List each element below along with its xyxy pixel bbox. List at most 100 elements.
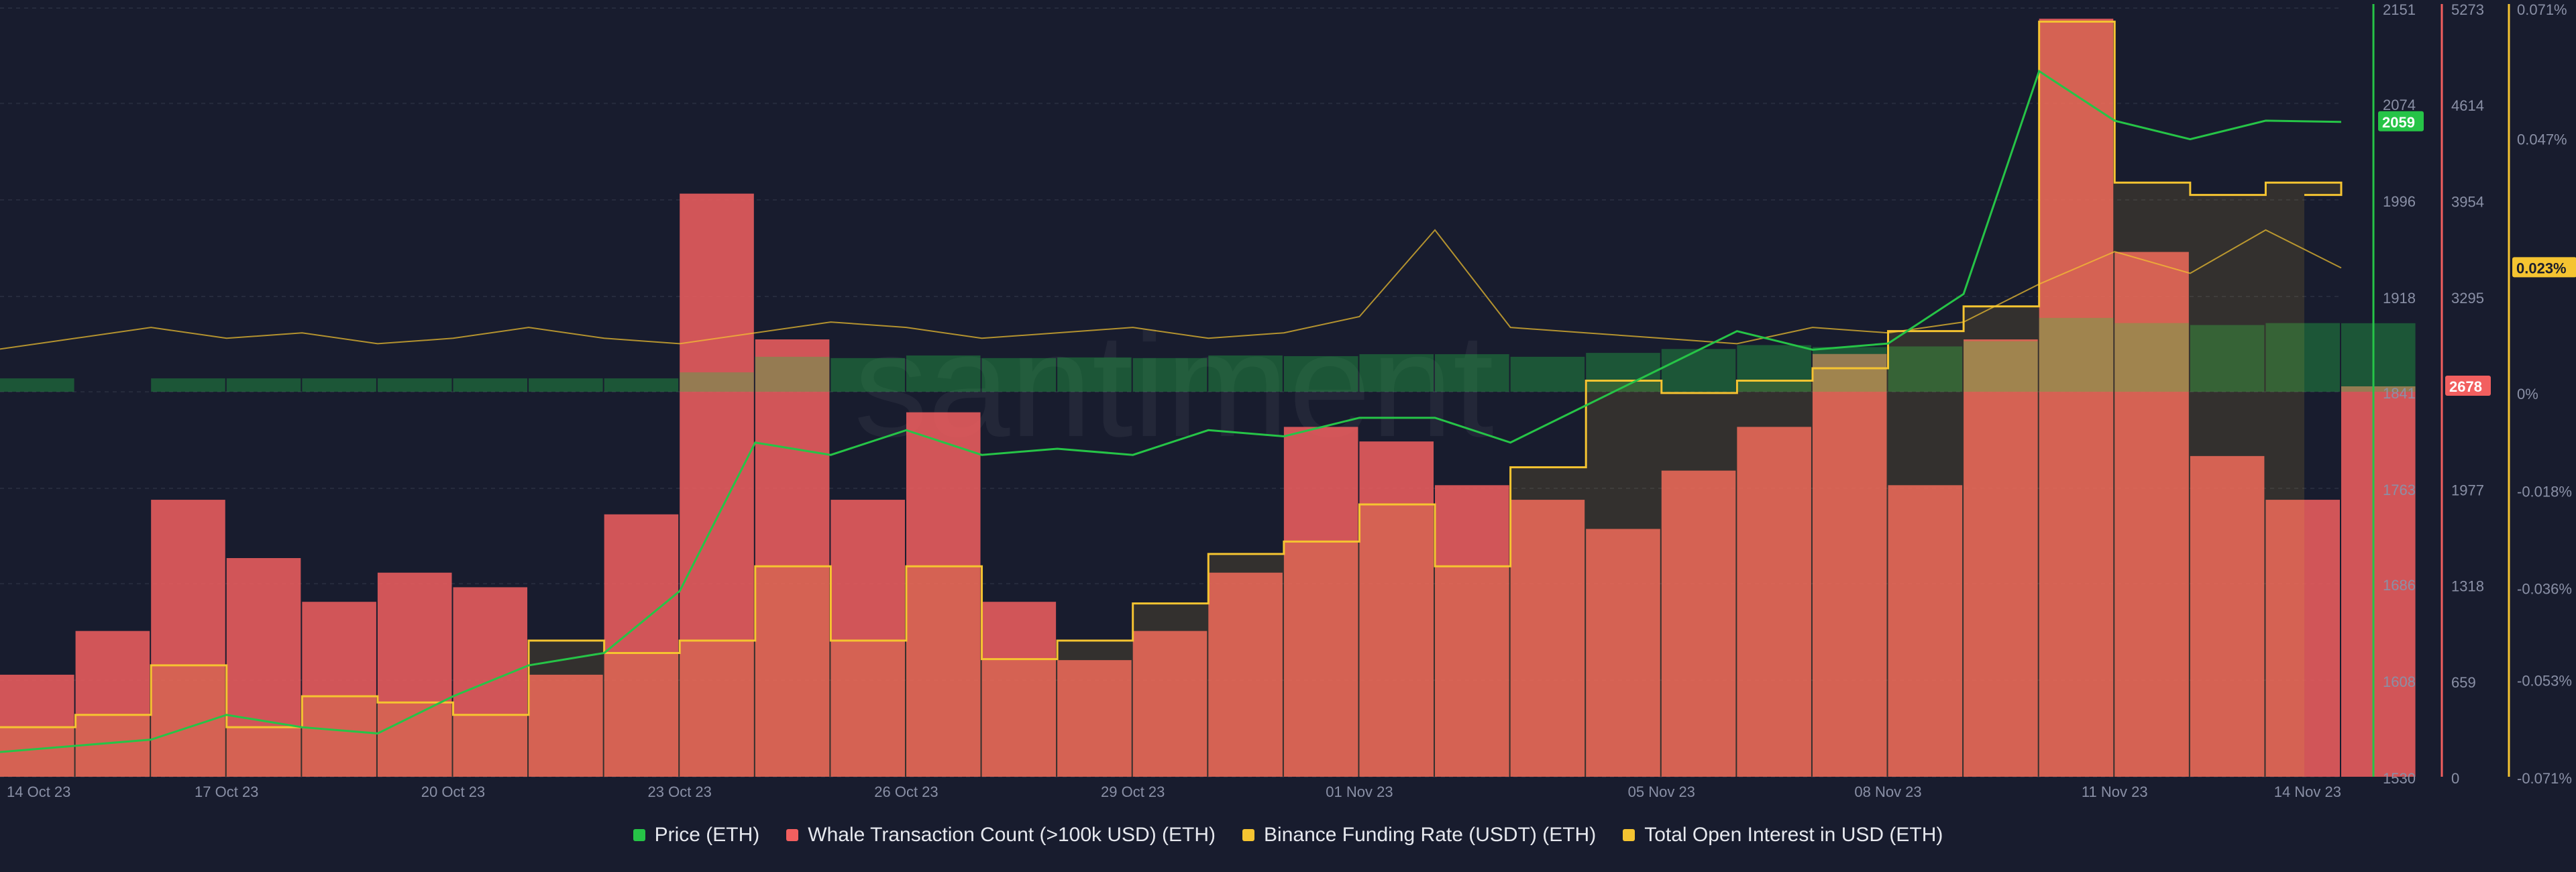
- price-volume-bar: [151, 378, 225, 392]
- funding-axis-tick: -0.071%: [2517, 770, 2572, 787]
- whale-bar: [2190, 455, 2265, 777]
- whale-bar: [1132, 631, 1208, 777]
- whale-bar: [1283, 427, 1358, 777]
- price-volume-bar: [1208, 355, 1283, 392]
- x-axis-tick: 11 Nov 23: [2082, 783, 2148, 800]
- funding-current-badge: 0.023%: [2516, 260, 2567, 276]
- price-volume-bar: [529, 378, 603, 392]
- price-axis-tick: 1763: [2383, 482, 2416, 498]
- funding-current-badge-bg: [2512, 257, 2576, 278]
- price-volume-bar: [1132, 358, 1208, 392]
- funding-axis-tick: -0.053%: [2517, 673, 2572, 690]
- chart-svg: santiment 215120741996191818411763168616…: [0, 1, 2576, 800]
- price-volume-bar: [604, 378, 679, 392]
- price-volume-bar: [1510, 356, 1585, 392]
- legend-item-funding[interactable]: Binance Funding Rate (USDT) (ETH): [1242, 824, 1596, 847]
- price-axis-tick: 2074: [2383, 97, 2416, 113]
- open-interest-line: [0, 20, 2343, 728]
- price-volume-bar: [1283, 356, 1358, 392]
- price-axis-tick: 1608: [2383, 673, 2416, 690]
- funding-axis-tick: 0.047%: [2517, 131, 2567, 148]
- price-current-badge: 2059: [2382, 114, 2415, 131]
- whale-axis-tick: 3295: [2451, 290, 2484, 307]
- whale-axis-tick: 4614: [2451, 97, 2484, 114]
- whale-axis-tick: 1977: [2451, 482, 2484, 498]
- price-axis-tick: 1530: [2383, 770, 2416, 787]
- whale-bar: [2341, 386, 2416, 777]
- whale-bar: [2114, 252, 2189, 777]
- legend-swatch-price: [633, 829, 645, 841]
- x-axis-tick: 29 Oct 23: [1101, 783, 1165, 800]
- whale-axis-tick: 0: [2451, 770, 2459, 787]
- price-volume-bar: [2190, 325, 2265, 392]
- whale-bar: [1359, 441, 1434, 777]
- whale-bar: [1661, 470, 1736, 777]
- x-axis-tick: 08 Nov 23: [1854, 783, 1921, 800]
- whale-bar: [302, 602, 376, 777]
- price-volume-bar: [1435, 354, 1509, 392]
- x-axis-tick: 20 Oct 23: [421, 783, 485, 800]
- whale-bar: [1888, 485, 1963, 777]
- x-axis-tick: 01 Nov 23: [1326, 783, 1393, 800]
- whale-bar: [604, 514, 679, 777]
- price-volume-bar: [1359, 354, 1434, 392]
- legend-swatch-funding: [1242, 829, 1255, 841]
- legend-item-oi[interactable]: Total Open Interest in USD (ETH): [1623, 824, 1943, 847]
- whale-bar: [1737, 427, 1811, 777]
- price-volume-bar: [830, 358, 905, 392]
- price-current-badge-bg: [2378, 111, 2424, 131]
- price-volume-bar: [377, 378, 452, 392]
- whale-bar: [1510, 500, 1585, 777]
- whale-bar: [377, 572, 452, 777]
- whale-bar: [755, 339, 830, 777]
- price-volume-bar: [1057, 357, 1132, 392]
- whale-bar: [226, 557, 301, 777]
- price-volume-bar: [981, 358, 1057, 392]
- whale-bars: [0, 18, 2416, 777]
- funding-axis-tick: -0.018%: [2517, 483, 2572, 500]
- whale-axis-tick: 659: [2451, 674, 2476, 691]
- funding-axis-tick: -0.036%: [2517, 581, 2572, 598]
- whale-bar: [1208, 572, 1283, 777]
- price-volume-bar: [1888, 346, 1963, 392]
- funding-axis-tick: 0.071%: [2517, 1, 2567, 18]
- price-volume-bar: [2341, 323, 2416, 392]
- price-volume-bar: [1661, 349, 1736, 392]
- whale-bar: [981, 602, 1057, 777]
- axes: 2151 2074 1996 1918 1841 1763 1686 1608 1530 5273…: [7, 1, 2576, 800]
- whale-bar: [0, 674, 74, 777]
- price-axis-tick: 1996: [2383, 193, 2416, 210]
- legend-label-oi: Total Open Interest in USD (ETH): [1644, 824, 1943, 846]
- whale-bar: [2039, 18, 2114, 777]
- funding-rate-line: [0, 229, 2342, 350]
- legend-item-price[interactable]: Price (ETH): [633, 824, 760, 847]
- whale-axis-tick: 1318: [2451, 578, 2484, 595]
- whale-bar: [680, 193, 754, 777]
- price-bars: [0, 317, 2416, 392]
- price-volume-bar: [2265, 323, 2340, 392]
- whale-axis-tick: 5273: [2451, 1, 2484, 18]
- x-axis-tick: 26 Oct 23: [874, 783, 938, 800]
- legend-label-price: Price (ETH): [654, 824, 760, 846]
- price-axis-tick: 1841: [2383, 385, 2416, 402]
- open-interest-area: [0, 21, 2341, 777]
- price-volume-bar: [1964, 341, 2038, 392]
- legend-item-whale[interactable]: Whale Transaction Count (>100k USD) (ETH…: [786, 824, 1216, 847]
- whale-bar: [906, 412, 981, 777]
- oi-area: [0, 21, 2341, 777]
- price-volume-bar: [0, 378, 74, 392]
- whale-bar: [1586, 529, 1660, 777]
- legend-swatch-oi: [1623, 829, 1635, 841]
- whale-bar: [830, 500, 905, 777]
- price-volume-bar: [1812, 347, 1887, 392]
- price-volume-bar: [755, 356, 830, 392]
- price-volume-bar: [1586, 353, 1660, 392]
- price-axis-tick: 2151: [2383, 1, 2416, 18]
- price-volume-bar: [302, 378, 376, 392]
- x-axis-tick: 14 Oct 23: [7, 783, 70, 800]
- whale-bar: [1435, 485, 1509, 777]
- price-axis-tick: 1686: [2383, 577, 2416, 594]
- lines: [0, 20, 2343, 753]
- whale-axis-tick: 3954: [2451, 194, 2484, 211]
